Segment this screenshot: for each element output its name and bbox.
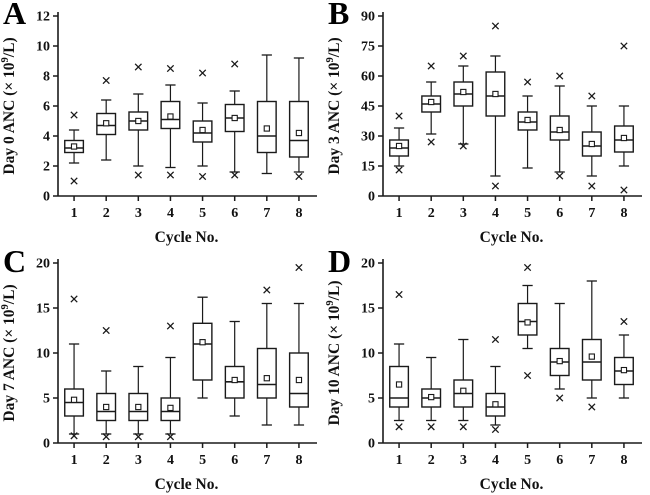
panel-B: 0 15 30 45 60 75 90 1 2 3 4 5 6 7 8 Cycle No. Day 3 ANC … (325, 0, 650, 248)
panel-label-A: A (3, 0, 27, 31)
svg-text:15: 15 (36, 302, 50, 317)
svg-text:6: 6 (231, 453, 238, 468)
svg-text:4: 4 (492, 453, 499, 468)
svg-text:5: 5 (368, 392, 375, 407)
svg-text:4: 4 (43, 129, 50, 144)
svg-text:12: 12 (36, 9, 50, 24)
svg-text:1: 1 (71, 453, 78, 468)
svg-text:6: 6 (556, 206, 563, 221)
svg-text:Day 7 ANC (× 109/L): Day 7 ANC (× 109/L) (0, 284, 18, 421)
svg-text:20: 20 (361, 257, 375, 272)
svg-text:8: 8 (620, 206, 627, 221)
svg-text:6: 6 (231, 206, 238, 221)
svg-text:4: 4 (167, 453, 174, 468)
svg-text:Cycle No.: Cycle No. (480, 229, 544, 246)
svg-text:8: 8 (620, 453, 627, 468)
svg-text:2: 2 (103, 206, 110, 221)
svg-text:Cycle No.: Cycle No. (155, 229, 219, 246)
svg-text:0: 0 (368, 189, 375, 204)
svg-text:60: 60 (361, 69, 375, 84)
svg-text:7: 7 (588, 206, 595, 221)
panel-C: 0 5 10 15 20 1 2 3 4 5 6 7 8 Cycle No. Day 7 ANC (× 10… (0, 248, 325, 495)
svg-text:15: 15 (361, 159, 375, 174)
svg-text:5: 5 (524, 206, 531, 221)
svg-text:5: 5 (43, 392, 50, 407)
svg-text:8: 8 (295, 453, 302, 468)
svg-text:2: 2 (103, 453, 110, 468)
svg-text:Day 0 ANC (× 109/L): Day 0 ANC (× 109/L) (0, 37, 18, 174)
svg-text:Day 3 ANC (× 109/L): Day 3 ANC (× 109/L) (325, 37, 343, 174)
panel-label-D: D (328, 247, 352, 279)
panel-label-C: C (3, 247, 27, 279)
svg-text:4: 4 (167, 206, 174, 221)
svg-text:1: 1 (396, 453, 403, 468)
svg-text:10: 10 (36, 347, 50, 362)
svg-text:Cycle No.: Cycle No. (480, 476, 544, 493)
svg-text:3: 3 (135, 453, 142, 468)
panel-A: 0 2 4 6 8 10 12 1 2 3 4 5 6 7 8 Cycle No. Day 0 ANC (× 1… (0, 0, 325, 248)
panel-D: 0 5 10 15 20 1 2 3 4 5 6 7 8 Cycle No. Day 10 ANC (× 1… (325, 248, 650, 495)
svg-text:10: 10 (361, 347, 375, 362)
svg-text:8: 8 (295, 206, 302, 221)
svg-text:45: 45 (361, 99, 375, 114)
svg-text:8: 8 (43, 69, 50, 84)
svg-text:2: 2 (428, 453, 435, 468)
svg-text:2: 2 (428, 206, 435, 221)
boxplot-day10-anc: 0 5 10 15 20 1 2 3 4 5 6 7 8 Cycle No. Day 10 ANC (× 1… (325, 257, 642, 493)
svg-text:20: 20 (36, 257, 50, 272)
svg-text:Day 10 ANC (× 109/L): Day 10 ANC (× 109/L) (325, 281, 343, 426)
svg-text:5: 5 (199, 453, 206, 468)
panel-label-B: B (328, 0, 350, 31)
svg-text:1: 1 (71, 206, 78, 221)
svg-text:6: 6 (43, 99, 50, 114)
svg-text:6: 6 (556, 453, 563, 468)
svg-text:0: 0 (43, 189, 50, 204)
svg-text:30: 30 (361, 129, 375, 144)
svg-text:90: 90 (361, 9, 375, 24)
svg-text:10: 10 (36, 39, 50, 54)
boxplot-day7-anc: 0 5 10 15 20 1 2 3 4 5 6 7 8 Cycle No. Day 7 ANC (× 10… (0, 257, 317, 493)
svg-text:7: 7 (263, 206, 270, 221)
svg-text:0: 0 (43, 437, 50, 452)
svg-text:4: 4 (492, 206, 499, 221)
svg-text:75: 75 (361, 39, 375, 54)
svg-text:3: 3 (460, 206, 467, 221)
svg-text:5: 5 (524, 453, 531, 468)
svg-text:15: 15 (361, 302, 375, 317)
svg-text:0: 0 (368, 437, 375, 452)
svg-text:Cycle No.: Cycle No. (155, 476, 219, 493)
svg-text:1: 1 (396, 206, 403, 221)
svg-text:7: 7 (263, 453, 270, 468)
svg-text:5: 5 (199, 206, 206, 221)
svg-text:2: 2 (43, 159, 50, 174)
svg-text:3: 3 (135, 206, 142, 221)
svg-text:3: 3 (460, 453, 467, 468)
svg-text:7: 7 (588, 453, 595, 468)
